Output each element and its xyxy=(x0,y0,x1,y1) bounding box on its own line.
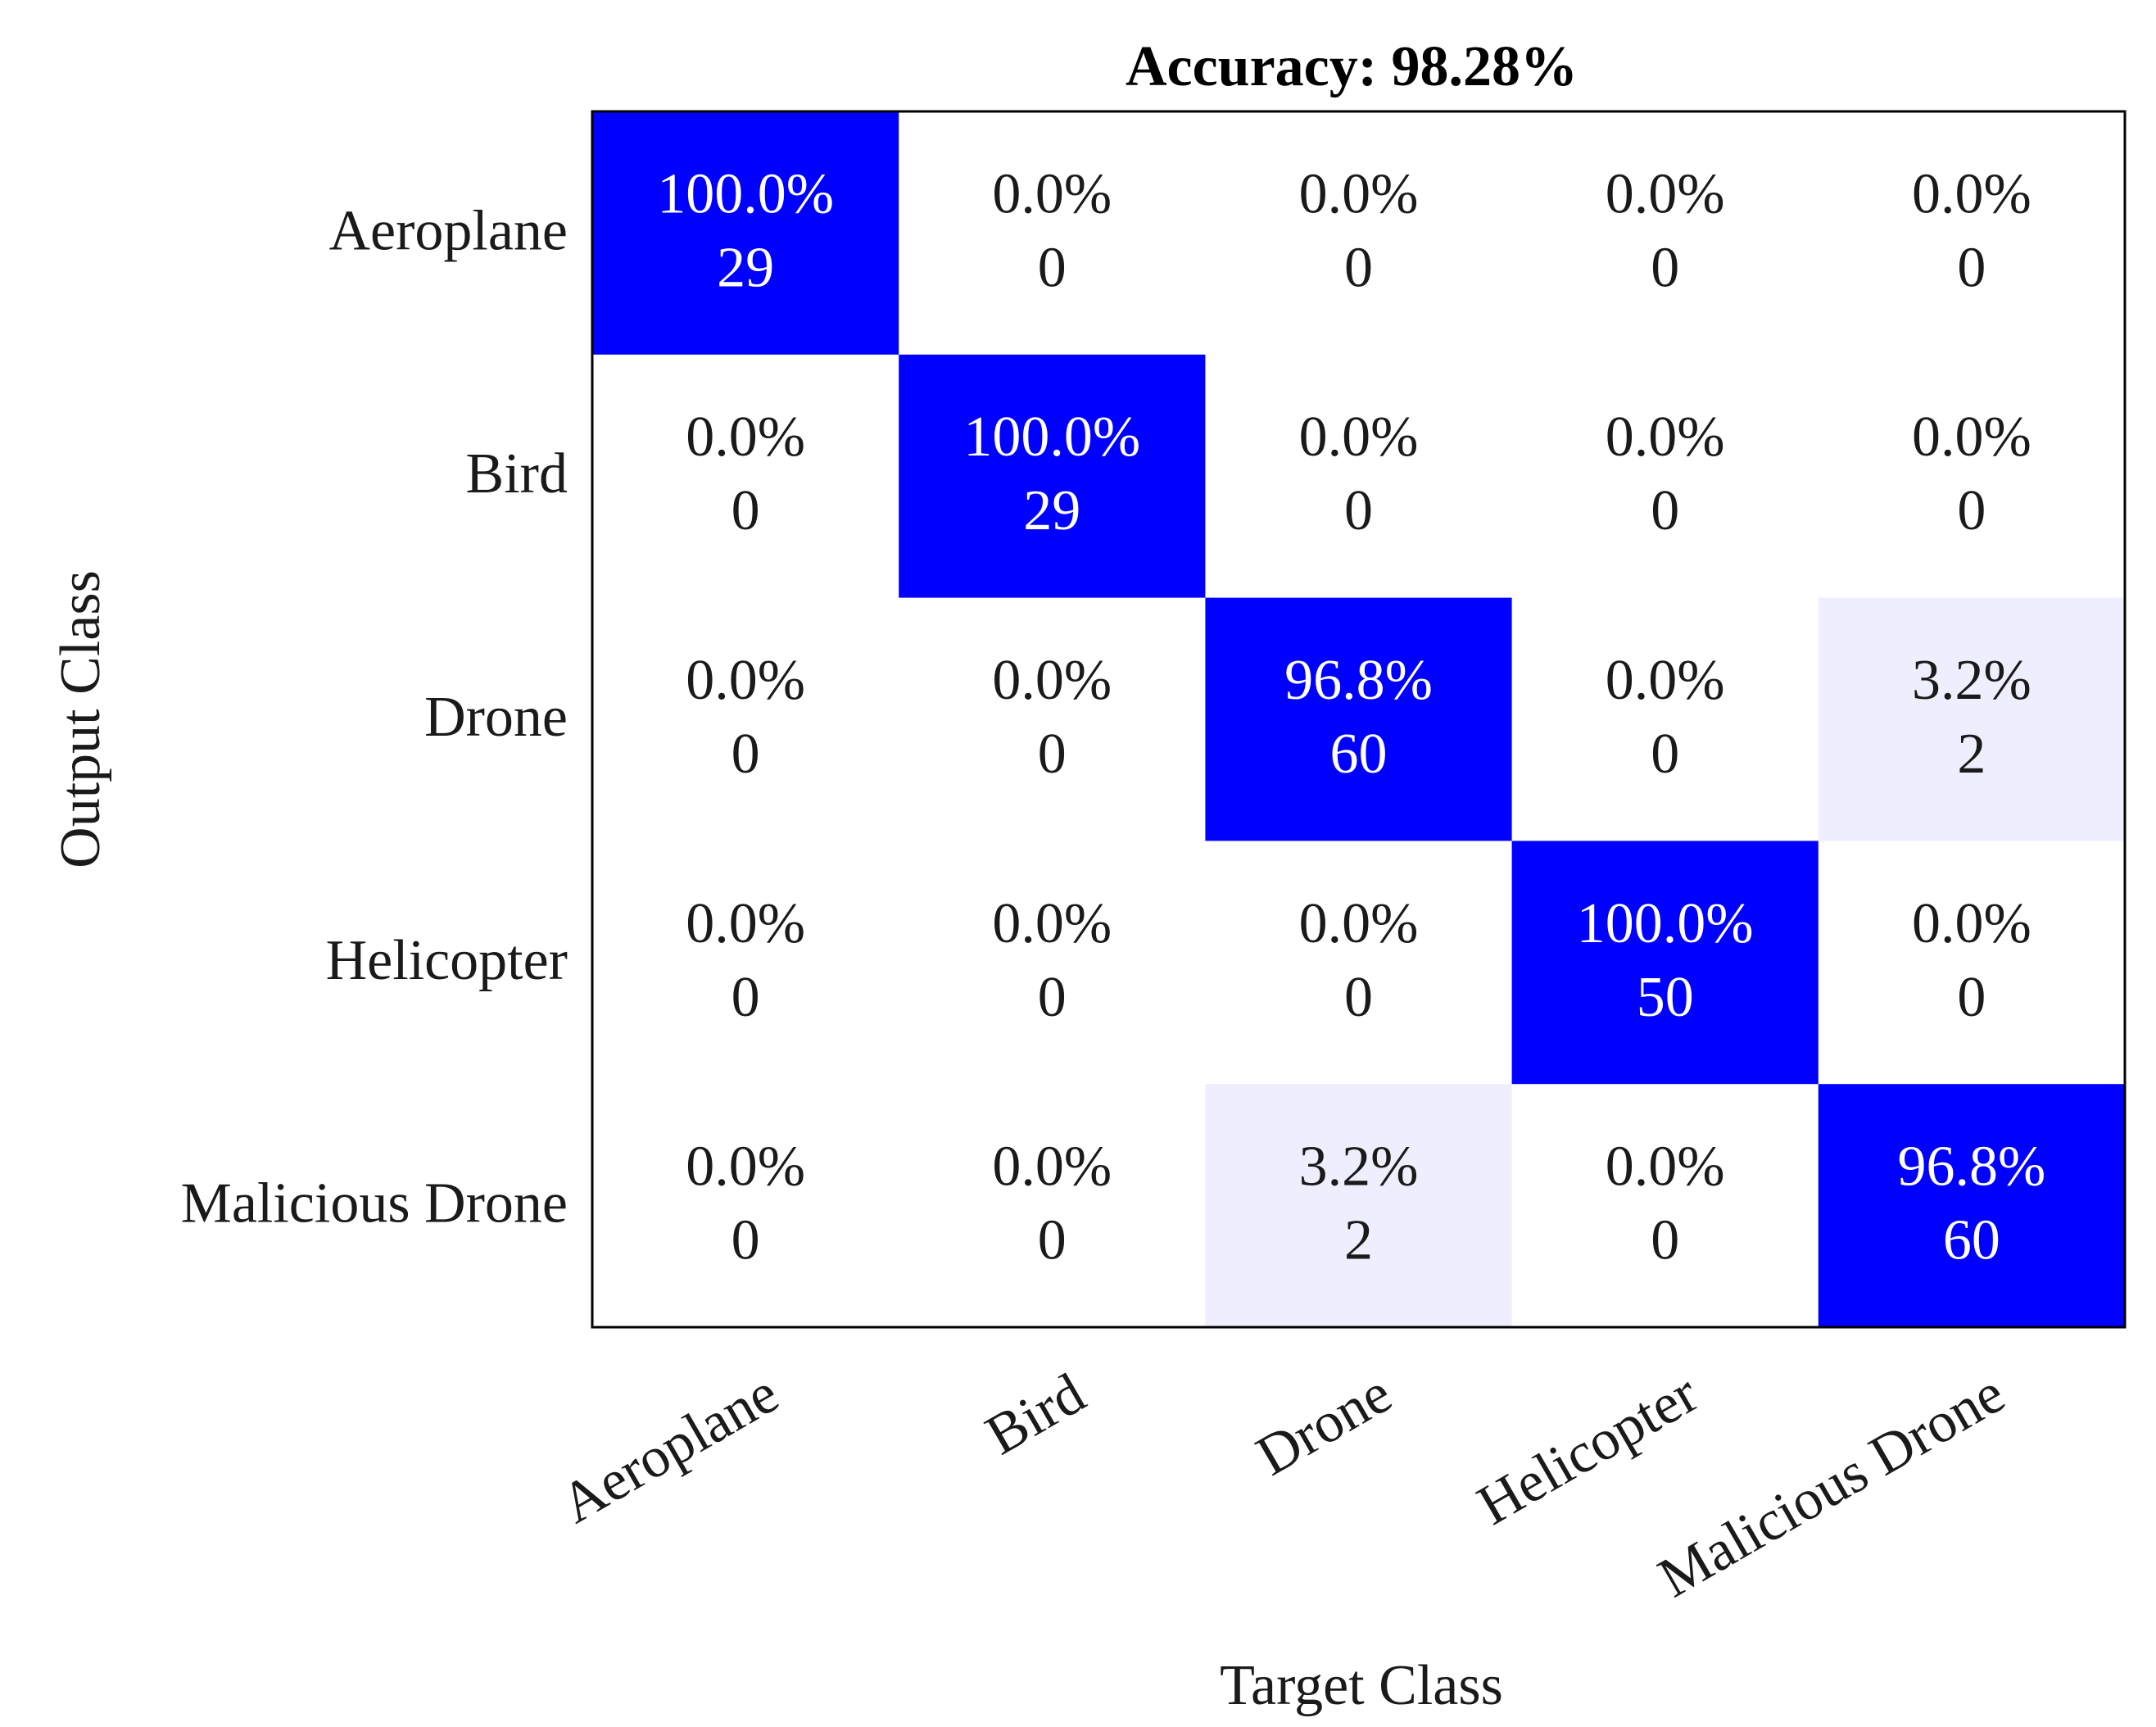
matrix-cell xyxy=(1511,1084,1819,1328)
cell-percent-label: 96.8% xyxy=(1284,649,1433,712)
cell-count-label: 60 xyxy=(1330,723,1388,786)
matrix-cell xyxy=(899,597,1206,841)
matrix-cells: 100.0% 29 0.0% 0 0.0% 0 0.0% 0 0.0% 0 0.0% 0 100.0% 2… xyxy=(592,111,2126,1328)
matrix-cell xyxy=(1818,597,2126,841)
cell-percent-label: 0.0% xyxy=(992,892,1112,955)
cell-count-label: 0 xyxy=(1651,236,1679,299)
cell-count-label: 0 xyxy=(1038,236,1067,299)
cell-percent-label: 0.0% xyxy=(1299,162,1419,225)
cell-percent-label: 0.0% xyxy=(686,892,805,955)
cell-count-label: 0 xyxy=(1038,723,1067,786)
y-tick-label: Helicopter xyxy=(326,929,568,992)
chart-title: Accuracy: 98.28% xyxy=(1126,35,1578,98)
matrix-cell xyxy=(899,841,1206,1085)
y-tick-label: Malicious Drone xyxy=(181,1172,568,1235)
cell-count-label: 0 xyxy=(1038,1209,1067,1272)
cell-percent-label: 96.8% xyxy=(1897,1135,2045,1199)
y-tick-label: Bird xyxy=(466,442,568,505)
cell-count-label: 60 xyxy=(1943,1209,2000,1272)
cell-count-label: 2 xyxy=(1344,1209,1373,1272)
matrix-cell xyxy=(1818,354,2126,599)
matrix-cell xyxy=(592,597,899,841)
cell-percent-label: 0.0% xyxy=(1606,406,1725,469)
matrix-cell xyxy=(1205,111,1513,356)
cell-count-label: 0 xyxy=(1957,236,1986,299)
cell-count-label: 0 xyxy=(1651,1209,1679,1272)
cell-percent-label: 0.0% xyxy=(992,649,1112,712)
matrix-cell xyxy=(592,841,899,1085)
x-tick-label: Malicious Drone xyxy=(1648,1362,2015,1610)
cell-count-label: 29 xyxy=(1023,479,1080,542)
matrix-cell xyxy=(592,111,899,356)
matrix-cell xyxy=(1205,841,1513,1085)
matrix-cell xyxy=(1205,1084,1513,1328)
matrix-cell xyxy=(592,354,899,599)
cell-percent-label: 3.2% xyxy=(1912,649,2031,712)
cell-count-label: 0 xyxy=(732,479,760,542)
cell-percent-label: 3.2% xyxy=(1299,1135,1419,1199)
cell-percent-label: 0.0% xyxy=(1299,892,1419,955)
y-tick-labels: Aeroplane Bird Drone Helicopter Malicious Dr… xyxy=(181,199,568,1235)
matrix-cell xyxy=(592,1084,899,1328)
cell-count-label: 0 xyxy=(1038,966,1067,1029)
y-tick-label: Aeroplane xyxy=(328,199,568,262)
cell-count-label: 0 xyxy=(1957,966,1986,1029)
cell-percent-label: 0.0% xyxy=(1912,406,2031,469)
cell-count-label: 0 xyxy=(732,966,760,1029)
cell-percent-label: 0.0% xyxy=(1606,1135,1725,1199)
cell-count-label: 2 xyxy=(1957,723,1986,786)
cell-percent-label: 0.0% xyxy=(1912,162,2031,225)
matrix-cell xyxy=(899,111,1206,356)
cell-percent-label: 0.0% xyxy=(1299,406,1419,469)
cell-percent-label: 0.0% xyxy=(992,162,1112,225)
cell-count-label: 0 xyxy=(1344,236,1373,299)
plot-frame xyxy=(591,110,2127,1329)
cell-count-label: 29 xyxy=(717,236,774,299)
y-axis-label: Output Class xyxy=(49,570,112,868)
matrix-cell xyxy=(1511,841,1819,1085)
matrix-cell xyxy=(1818,1084,2126,1328)
cell-count-label: 0 xyxy=(732,1209,760,1272)
cell-percent-label: 0.0% xyxy=(1606,649,1725,712)
x-tick-label: Drone xyxy=(1246,1362,1402,1488)
matrix-cell xyxy=(899,354,1206,599)
matrix-cell xyxy=(1818,841,2126,1085)
cell-percent-label: 0.0% xyxy=(992,1135,1112,1199)
cell-percent-label: 0.0% xyxy=(1912,892,2031,955)
cell-count-label: 0 xyxy=(1344,966,1373,1029)
matrix-cell xyxy=(1511,597,1819,841)
cell-count-label: 0 xyxy=(1344,479,1373,542)
cell-percent-label: 0.0% xyxy=(1606,162,1725,225)
cell-count-label: 0 xyxy=(1957,479,1986,542)
x-tick-label: Bird xyxy=(976,1362,1095,1467)
y-tick-label: Drone xyxy=(424,686,568,749)
matrix-cell xyxy=(899,1084,1206,1328)
cell-percent-label: 100.0% xyxy=(657,162,834,225)
matrix-cell xyxy=(1205,597,1513,841)
cell-percent-label: 0.0% xyxy=(686,1135,805,1199)
cell-percent-label: 0.0% xyxy=(686,649,805,712)
cell-count-label: 50 xyxy=(1637,966,1694,1029)
cell-percent-label: 100.0% xyxy=(1577,892,1754,955)
cell-count-label: 0 xyxy=(732,723,760,786)
x-tick-label: Helicopter xyxy=(1467,1362,1708,1537)
matrix-cell xyxy=(1511,111,1819,356)
matrix-cell xyxy=(1205,354,1513,599)
x-tick-label: Aeroplane xyxy=(550,1362,789,1535)
cell-count-label: 0 xyxy=(1651,723,1679,786)
cell-count-label: 0 xyxy=(1651,479,1679,542)
cell-percent-label: 0.0% xyxy=(686,406,805,469)
cell-percent-label: 100.0% xyxy=(963,406,1140,469)
x-axis-label: Target Class xyxy=(1220,1654,1503,1717)
matrix-cell xyxy=(1818,111,2126,356)
matrix-cell xyxy=(1511,354,1819,599)
